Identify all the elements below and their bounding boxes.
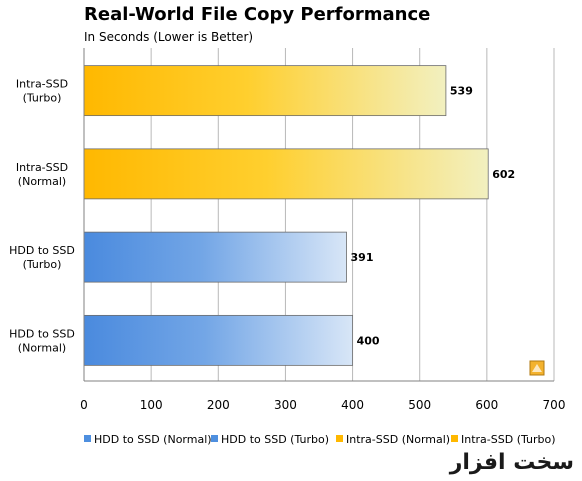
site-logo-icon (529, 360, 545, 376)
data-label: 539 (450, 85, 473, 98)
y-tick-label: (Normal) (18, 175, 66, 188)
x-tick-label: 200 (207, 398, 230, 412)
y-tick-label: HDD to SSD (9, 327, 75, 340)
data-label: 391 (351, 251, 374, 264)
chart-title: Real-World File Copy Performance (84, 4, 431, 25)
chart-subtitle: In Seconds (Lower is Better) (84, 30, 254, 44)
legend-swatch (84, 435, 91, 442)
legend-swatch (336, 435, 343, 442)
legend-label: HDD to SSD (Turbo) (221, 433, 329, 446)
legend-swatch (451, 435, 458, 442)
legend-label: Intra-SSD (Normal) (346, 433, 450, 446)
y-tick-label: (Turbo) (23, 258, 62, 271)
bar (83, 231, 347, 283)
y-tick-label: (Turbo) (23, 92, 62, 105)
data-label: 400 (357, 334, 380, 347)
x-tick-label: 300 (274, 398, 297, 412)
legend-label: HDD to SSD (Normal) (94, 433, 212, 446)
x-tick-label: 500 (408, 398, 431, 412)
y-tick-label: Intra-SSD (16, 161, 68, 174)
x-tick-label: 600 (475, 398, 498, 412)
data-label: 602 (492, 168, 515, 181)
x-tick-label: 0 (80, 398, 88, 412)
y-tick-label: (Normal) (18, 341, 66, 354)
x-tick-label: 700 (543, 398, 566, 412)
x-tick-label: 400 (341, 398, 364, 412)
legend-label: Intra-SSD (Turbo) (461, 433, 556, 446)
bar (83, 65, 447, 117)
y-tick-label: HDD to SSD (9, 244, 75, 257)
bar (83, 314, 353, 366)
x-tick-label: 100 (140, 398, 163, 412)
y-tick-label: Intra-SSD (16, 78, 68, 91)
bar (83, 148, 489, 200)
legend-swatch (211, 435, 218, 442)
watermark-logo: سخت افزار (449, 450, 574, 475)
